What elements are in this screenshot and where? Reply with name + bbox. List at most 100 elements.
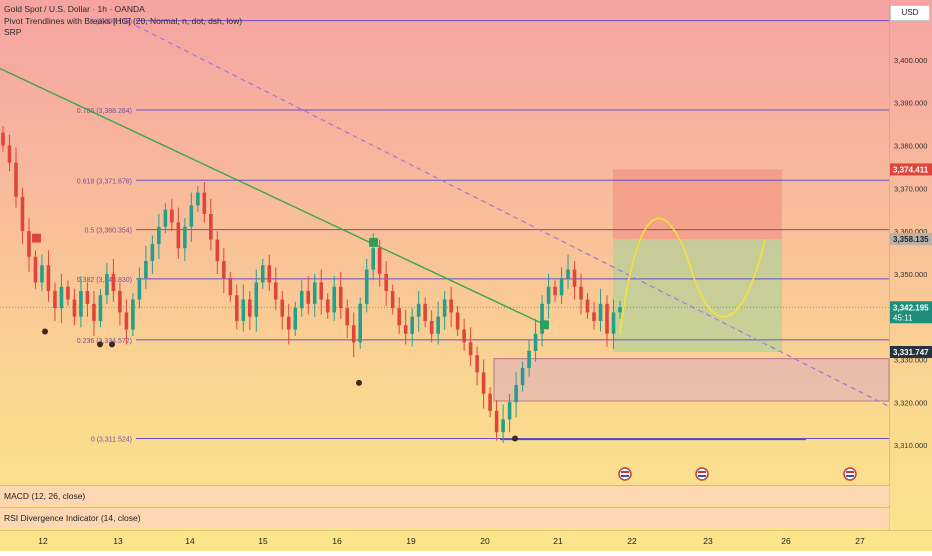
price-badge — [890, 345, 932, 358]
event-flag-icon — [695, 467, 709, 481]
price-badge-countdown: 45:11 — [893, 313, 913, 322]
time-tick-label: 20 — [480, 536, 490, 546]
event-flag-stripe — [698, 475, 706, 477]
candle-body — [442, 299, 447, 317]
candle-body — [111, 273, 116, 291]
candle-body — [299, 290, 304, 309]
stop-zone — [613, 169, 782, 240]
candle-body — [241, 299, 246, 321]
candle-body — [40, 265, 44, 283]
price-tick-label: 3,310.000 — [894, 441, 927, 450]
event-flag-icon — [618, 467, 632, 481]
candle-body — [527, 350, 531, 369]
time-tick-label: 12 — [38, 536, 48, 546]
fib-label: 1 (3,409.185) — [90, 19, 132, 26]
candle-body — [124, 312, 129, 330]
candle-body — [254, 282, 259, 317]
time-tick-label: 27 — [855, 536, 865, 546]
candle-body — [325, 299, 330, 313]
candle-body — [559, 278, 564, 296]
fib-label: 0 (3,311.524) — [91, 437, 132, 444]
candle-body — [7, 145, 12, 163]
price-tick-label: 3,380.000 — [894, 141, 927, 150]
price-tick-label: 3,320.000 — [894, 398, 927, 407]
candle-body — [170, 209, 174, 223]
projection-path — [619, 217, 766, 334]
pivot-marker — [109, 341, 115, 348]
candle-body — [585, 299, 590, 313]
price-tick-label: 3,360.000 — [894, 227, 927, 236]
time-tick-label: 22 — [627, 536, 637, 546]
candle-body — [118, 290, 122, 313]
rsi-pane[interactable]: RSI Divergence Indicator (14, close) — [0, 507, 890, 527]
price-axis-divider — [889, 0, 890, 530]
candle-body — [98, 295, 103, 321]
candle-body — [514, 385, 518, 403]
candle-body — [384, 273, 388, 291]
green-trendline — [0, 67, 547, 326]
time-tick-label: 13 — [113, 536, 123, 546]
rsi-label: RSI Divergence Indicator (14, close) — [4, 513, 141, 523]
candle-body — [592, 312, 596, 321]
candle-body — [66, 286, 70, 300]
candle-body — [144, 261, 148, 279]
candle-body — [429, 320, 434, 334]
candle-body — [79, 290, 83, 317]
fib-label: 0.786 (3,388.284) — [77, 108, 132, 115]
fib-label: 0.382 (3,348.830) — [77, 277, 132, 284]
candle-body — [150, 243, 155, 262]
price-badge — [890, 233, 932, 246]
fib-label: 0.5 (3,360.354) — [85, 228, 132, 235]
price-badge — [890, 301, 932, 324]
macd-pane[interactable]: MACD (12, 26, close) — [0, 485, 890, 505]
macd-label: MACD (12, 26, close) — [4, 491, 86, 501]
price-chart[interactable]: 1 (3,409.185) 0.786 (3,388.284) 0.618 (3,3… — [0, 0, 932, 530]
candle-body — [507, 402, 512, 420]
fib-label: 0.236 (3,334.572) — [77, 338, 132, 345]
pivot-marker — [512, 435, 518, 442]
candle-body — [222, 261, 226, 279]
candle-body — [468, 342, 473, 356]
candle-body — [566, 269, 570, 279]
candle-body — [53, 290, 57, 309]
candle-body — [286, 316, 291, 330]
candle-body — [520, 368, 525, 386]
pivot-marker — [97, 341, 103, 348]
candle-body — [605, 303, 609, 334]
event-flag-stripe — [846, 475, 854, 477]
target-zone — [613, 239, 782, 352]
event-flag-stripe — [846, 471, 854, 473]
chart-legend: Gold Spot / U.S. Dollar · 1h · OANDA Piv… — [4, 4, 242, 39]
time-tick-label: 14 — [185, 536, 195, 546]
candle-body — [14, 162, 18, 197]
candle-body — [46, 265, 51, 291]
candle-body — [163, 209, 168, 227]
time-axis[interactable]: 12 13 14 15 16 19 20 21 22 23 26 27 — [0, 530, 932, 551]
candle-body — [293, 308, 298, 330]
candle-body — [364, 269, 369, 304]
price-badge-label: 3,358.135 — [893, 235, 929, 244]
time-tick-label: 19 — [406, 536, 416, 546]
candle-body — [416, 303, 421, 317]
candle-body — [137, 278, 142, 300]
candle-body — [501, 419, 505, 433]
candle-body — [540, 303, 544, 334]
candle-body — [59, 286, 64, 309]
pivot-marker — [356, 379, 362, 386]
candle-body — [436, 316, 440, 334]
candle-body — [371, 248, 375, 270]
break-label-green — [540, 320, 549, 330]
candle-body — [338, 286, 343, 309]
candle-body — [455, 312, 460, 330]
candle-body — [403, 325, 408, 334]
candle-body — [189, 205, 194, 227]
candle-body — [494, 410, 499, 433]
candle-body — [475, 355, 479, 373]
candle-body — [176, 222, 181, 249]
candle-body — [546, 286, 551, 304]
event-flag-stripe — [621, 475, 629, 477]
candle-body — [572, 269, 577, 287]
price-tick-label: 3,400.000 — [894, 56, 927, 65]
currency-button[interactable]: USD — [890, 5, 930, 21]
